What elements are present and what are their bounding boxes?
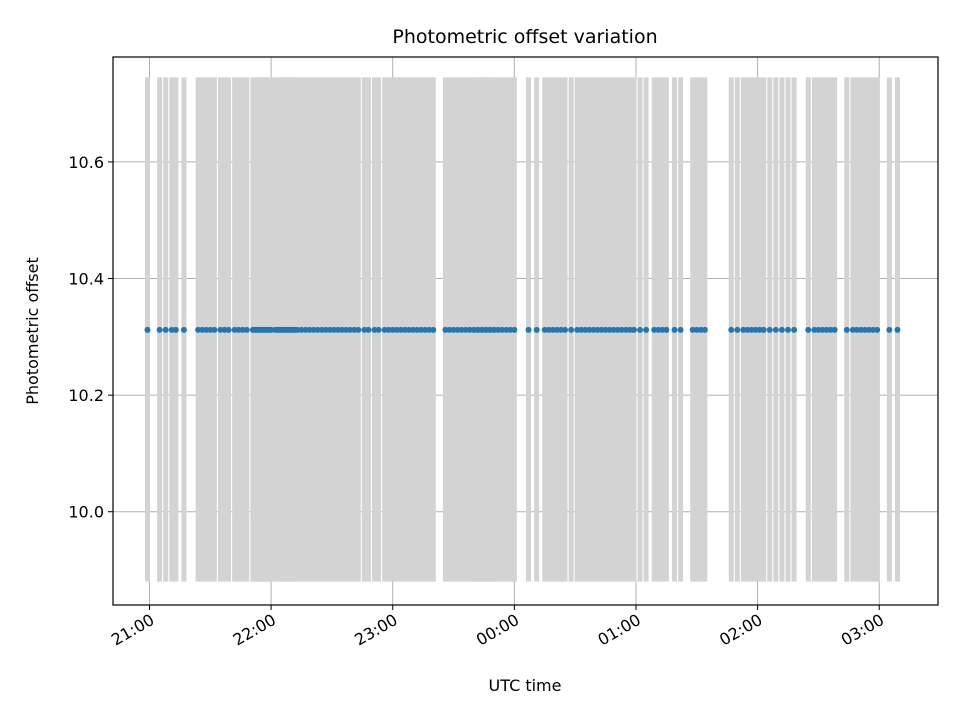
data-point xyxy=(772,326,779,333)
data-point xyxy=(180,326,187,333)
data-point xyxy=(562,326,569,333)
data-point xyxy=(874,326,881,333)
data-point xyxy=(734,326,741,333)
data-point xyxy=(375,326,382,333)
chart-title: Photometric offset variation xyxy=(392,26,657,48)
data-point xyxy=(491,326,498,333)
data-point xyxy=(791,326,798,333)
y-tick-label: 10.2 xyxy=(68,386,104,405)
y-tick-label: 10.4 xyxy=(68,270,104,289)
y-tick-label: 10.0 xyxy=(68,503,104,522)
data-point xyxy=(760,326,767,333)
data-point xyxy=(778,326,785,333)
x-axis-label: UTC time xyxy=(489,676,562,695)
y-axis-label: Photometric offset xyxy=(23,257,42,405)
data-point xyxy=(894,326,901,333)
plot-frame xyxy=(112,56,939,606)
data-point xyxy=(671,326,678,333)
data-point xyxy=(766,326,773,333)
data-point xyxy=(643,326,650,333)
data-point xyxy=(243,326,250,333)
data-point xyxy=(172,326,179,333)
data-point xyxy=(785,326,791,333)
data-points xyxy=(144,326,901,333)
data-point xyxy=(677,326,684,333)
data-point xyxy=(805,326,812,333)
data-point xyxy=(728,326,735,333)
data-point xyxy=(533,326,540,333)
data-point xyxy=(225,326,232,333)
data-point xyxy=(663,326,670,333)
data-point xyxy=(843,326,850,333)
data-point xyxy=(511,326,518,333)
data-point xyxy=(430,326,437,333)
data-point xyxy=(831,326,838,333)
data-point xyxy=(701,326,708,333)
data-point xyxy=(162,326,169,333)
data-point xyxy=(211,326,218,333)
data-point xyxy=(355,326,362,333)
data-point xyxy=(637,326,644,333)
data-point xyxy=(886,326,893,333)
data-point xyxy=(568,326,575,333)
data-point xyxy=(630,326,637,333)
y-axis: 10.0 10.2 10.4 10.6 xyxy=(68,153,113,522)
data-point xyxy=(525,326,532,333)
data-point xyxy=(365,326,372,333)
data-point xyxy=(144,326,151,333)
y-tick-label: 10.6 xyxy=(68,153,104,172)
data-point xyxy=(156,326,163,333)
